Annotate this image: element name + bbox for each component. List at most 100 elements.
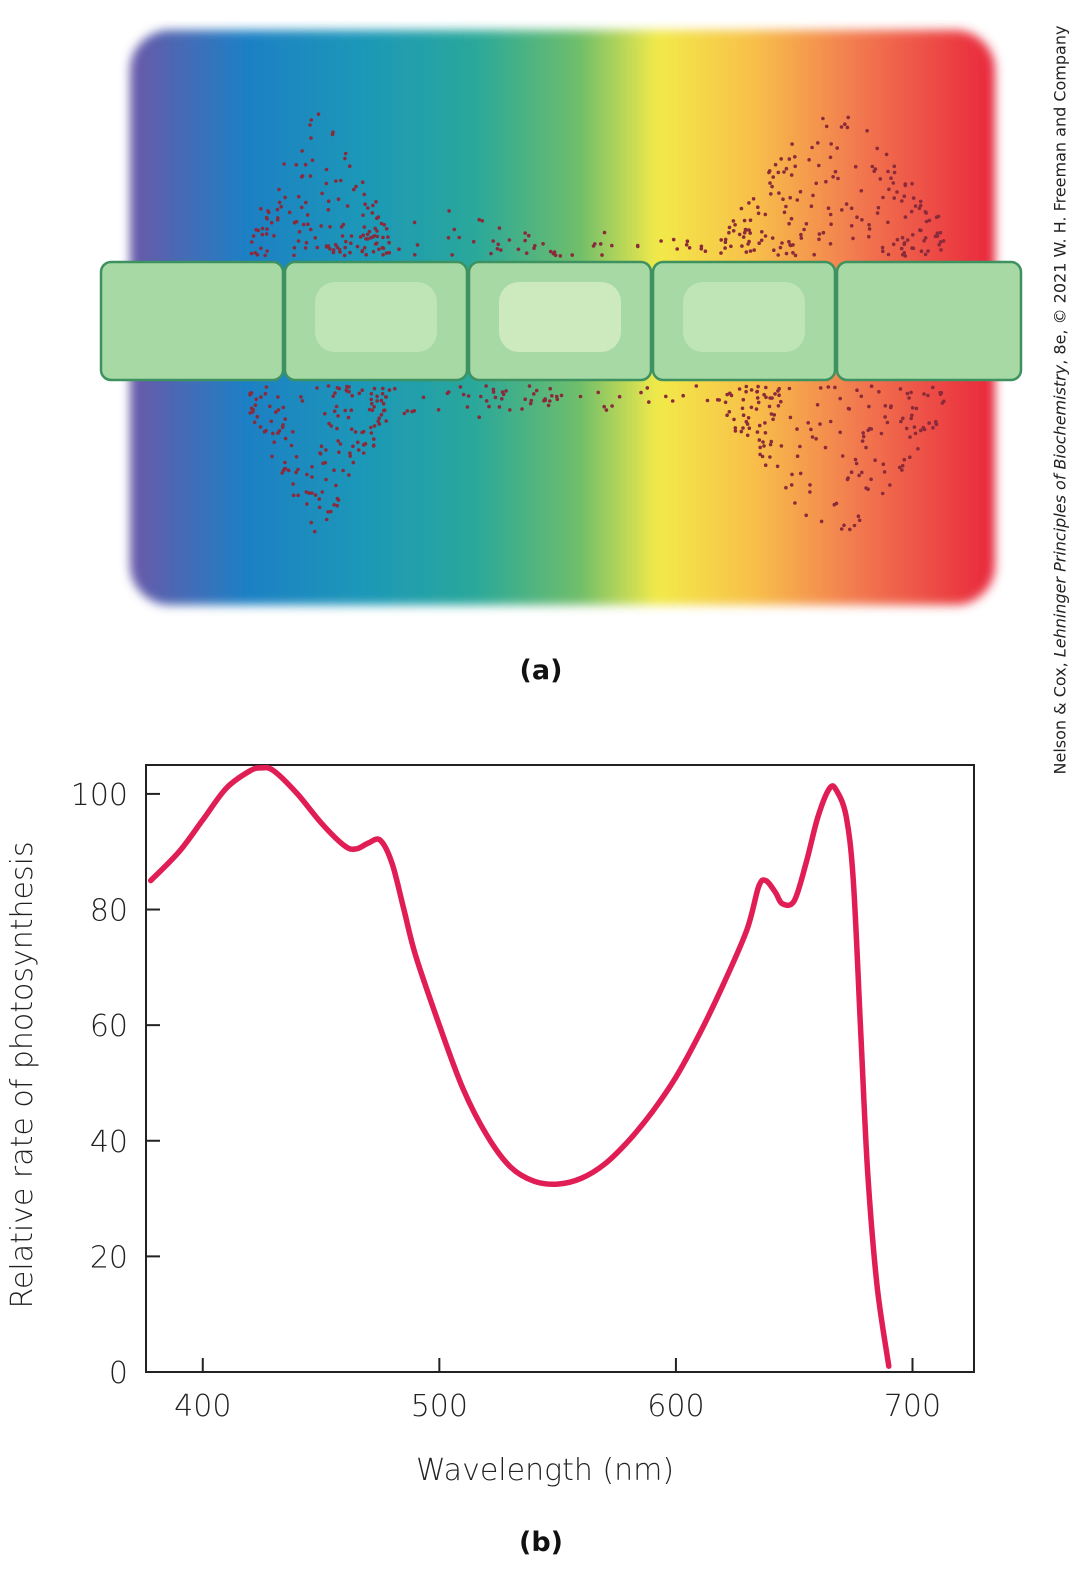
bacterium-dot <box>304 200 308 205</box>
bacterium-dot <box>548 399 552 403</box>
y-axis: 0 20 40 60 80 100 <box>71 778 160 1391</box>
bacterium-dot <box>838 430 842 435</box>
bacterium-dot <box>829 142 833 146</box>
bacterium-dot <box>393 386 397 391</box>
bacterium-dot <box>900 199 904 203</box>
bacterium-dot <box>361 429 366 434</box>
bacterium-dot <box>859 189 864 193</box>
bacterium-dot <box>375 229 379 233</box>
bacterium-dot <box>855 215 859 219</box>
bacterium-dot <box>292 246 297 250</box>
bacterium-dot <box>249 406 254 411</box>
bacterium-dot <box>497 226 502 230</box>
bacterium-dot <box>283 436 288 441</box>
bacterium-dot <box>371 203 375 208</box>
bacterium-dot <box>336 197 341 201</box>
bacterium-dot <box>857 473 861 478</box>
bacterium-dot <box>372 437 376 441</box>
y-tick-label: 100 <box>71 778 128 813</box>
bacterium-dot <box>777 393 781 398</box>
bacterium-dot <box>372 234 377 238</box>
bacterium-dot <box>362 192 367 197</box>
bacterium-dot <box>764 385 768 390</box>
bacterium-dot <box>548 386 552 391</box>
bacterium-dot <box>742 230 747 235</box>
x-axis: 400 500 600 700 <box>174 1358 941 1424</box>
bacterium-dot <box>369 236 373 240</box>
bacterium-dot <box>269 419 274 424</box>
bacterium-dot <box>880 491 885 496</box>
bacterium-dot <box>379 398 384 403</box>
bacterium-dot <box>610 404 614 408</box>
bacterium-dot <box>313 236 317 240</box>
bacterium-dot <box>913 204 918 208</box>
bacterium-dot <box>834 501 839 506</box>
bacterium-dot <box>345 204 350 208</box>
bacterium-dot <box>747 426 752 431</box>
bacterium-dot <box>756 384 760 389</box>
bacterium-dot <box>362 225 367 229</box>
bacterium-dot <box>705 398 710 403</box>
bacterium-dot <box>771 175 775 179</box>
bacterium-dot <box>375 241 379 245</box>
bacterium-dot <box>334 179 338 183</box>
bacterium-dot <box>379 221 384 226</box>
y-axis-title: Relative rate of photosynthesis <box>5 841 40 1308</box>
bacterium-dot <box>684 243 689 247</box>
bacterium-dot <box>903 183 908 188</box>
bacterium-dot <box>772 248 776 252</box>
bacterium-dot <box>360 180 365 184</box>
bacterium-dot <box>757 241 761 245</box>
bacterium-dot <box>793 164 797 169</box>
bacterium-dot <box>747 228 751 232</box>
bacterium-dot <box>767 169 772 173</box>
bacterium-dot <box>798 444 802 449</box>
credit-book: Lehninger Principles of Biochemistry <box>1050 364 1070 658</box>
bacterium-dot <box>264 428 268 433</box>
bacterium-dot <box>275 218 280 222</box>
bacterium-dot <box>860 218 864 222</box>
bacterium-dot <box>333 391 337 395</box>
bacterium-dot <box>260 232 265 237</box>
bacterium-dot <box>927 421 931 425</box>
bacterium-dot <box>315 386 319 390</box>
bacterium-dot <box>659 239 663 243</box>
bacterium-dot <box>840 454 845 458</box>
bacterium-dot <box>364 252 369 257</box>
bacterium-dot <box>788 243 792 247</box>
bacterium-dot <box>767 404 772 409</box>
bacterium-dot <box>744 250 749 254</box>
bacterium-dot <box>275 207 280 212</box>
bacterium-dot <box>768 455 772 459</box>
bacterium-dot <box>372 424 377 428</box>
bacterium-dot <box>546 403 551 408</box>
bacterium-dot <box>918 203 923 208</box>
bacterium-dot <box>699 246 704 251</box>
bacterium-dot <box>375 399 379 403</box>
bacterium-dot <box>828 212 833 217</box>
bacterium-dot <box>500 390 505 394</box>
bacterium-dot <box>528 401 533 406</box>
bacterium-dot <box>286 468 291 473</box>
bacterium-dot <box>331 250 336 255</box>
bacterium-dot <box>324 167 329 172</box>
bacterium-dot <box>802 227 806 232</box>
bacterium-dot <box>913 431 918 436</box>
bacterium-dot <box>787 157 792 161</box>
bacterium-dot <box>773 392 777 396</box>
bacterium-dot <box>313 493 318 497</box>
bacterium-dot <box>723 246 727 250</box>
bacterium-dot <box>319 444 324 449</box>
bacterium-dot <box>784 204 788 209</box>
bacterium-dot <box>926 393 930 398</box>
bacterium-dot <box>849 224 854 228</box>
bacterium-dot <box>886 220 890 225</box>
bacterium-dot <box>369 392 374 396</box>
bacterium-dot <box>769 439 774 444</box>
bacterium-dot <box>255 253 260 257</box>
bacterium-dot <box>811 193 815 198</box>
bacterium-dot <box>281 423 285 427</box>
bacterium-dot <box>771 417 775 422</box>
bacterium-dot <box>817 237 821 242</box>
algal-cell <box>835 260 1023 382</box>
